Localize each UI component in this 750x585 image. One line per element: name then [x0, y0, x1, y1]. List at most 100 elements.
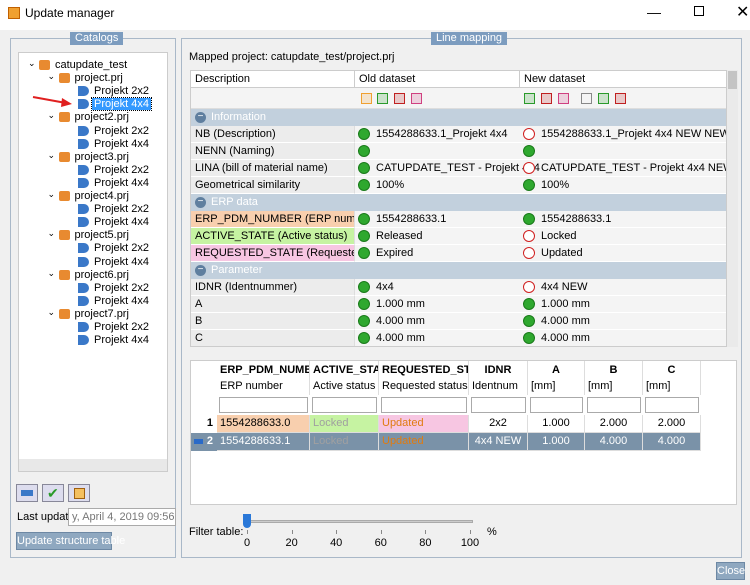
- table-cell[interactable]: 4.000: [643, 433, 701, 451]
- expander[interactable]: ⌄: [47, 149, 56, 160]
- slider-tick: [336, 530, 338, 534]
- tree-item[interactable]: Projekt 2x2: [94, 124, 150, 137]
- status-icon: [358, 230, 370, 242]
- tree-item[interactable]: project5.prj: [74, 229, 129, 242]
- tree-item[interactable]: project2.prj: [74, 111, 129, 124]
- tree-item[interactable]: Projekt 4x4: [94, 216, 150, 229]
- toolbar-icon[interactable]: [615, 93, 626, 104]
- table-cell[interactable]: Locked: [310, 415, 379, 433]
- tree-item[interactable]: Projekt 2x2: [94, 163, 150, 176]
- table-cell[interactable]: 1.000: [528, 433, 585, 451]
- last-update-label: Last update: [17, 511, 75, 523]
- slider-thumb[interactable]: [243, 514, 251, 528]
- expander[interactable]: ⌄: [47, 110, 56, 121]
- table-cell[interactable]: 2.000: [643, 415, 701, 433]
- table-cell[interactable]: 2.000: [585, 415, 643, 433]
- tree-item[interactable]: project6.prj: [74, 268, 129, 281]
- minimize[interactable]: —: [647, 4, 661, 20]
- table-cell[interactable]: 2x2: [469, 415, 528, 433]
- tree-item[interactable]: Projekt 4x4: [94, 255, 150, 268]
- table-cell[interactable]: 1554288633.1: [217, 433, 310, 451]
- table-cell[interactable]: 4x4 NEW: [469, 433, 528, 451]
- group-toggle[interactable]: −: [195, 197, 206, 208]
- status-icon: [358, 281, 370, 293]
- filter-input[interactable]: [645, 397, 699, 413]
- row-bg: [355, 177, 726, 194]
- btn-ok[interactable]: ✔: [42, 484, 64, 502]
- tree-item[interactable]: Projekt 4x4: [94, 137, 150, 150]
- table-unit: [mm]: [585, 379, 643, 395]
- filter-input[interactable]: [219, 397, 308, 413]
- old-value: 4x4: [376, 281, 394, 293]
- tree-item[interactable]: Projekt 4x4: [94, 334, 150, 347]
- toolbar-icon[interactable]: [361, 93, 372, 104]
- group-row: [191, 109, 726, 126]
- node-icon: [78, 177, 89, 188]
- table-cell[interactable]: Updated: [379, 433, 469, 451]
- tree-item[interactable]: Projekt 2x2: [94, 85, 150, 98]
- filter-input[interactable]: [312, 397, 377, 413]
- filter-input[interactable]: [530, 397, 583, 413]
- toolbar-icon[interactable]: [581, 93, 592, 104]
- expander[interactable]: ⌄: [47, 267, 56, 278]
- expander[interactable]: ⌄: [47, 71, 56, 82]
- node-icon: [58, 308, 70, 319]
- table-cell[interactable]: Updated: [379, 415, 469, 433]
- table-header: B: [585, 361, 643, 379]
- tree-item[interactable]: Projekt 4x4: [94, 176, 150, 189]
- toolbar-icon[interactable]: [598, 93, 609, 104]
- expander[interactable]: ⌄: [28, 58, 36, 68]
- table-cell[interactable]: Locked: [310, 433, 379, 451]
- toolbar-row: [191, 88, 726, 109]
- update-button[interactable]: Update structure table: [16, 532, 125, 550]
- expander[interactable]: ⌄: [47, 228, 56, 239]
- table-cell[interactable]: 4.000: [585, 433, 643, 451]
- table-cell[interactable]: 1554288633.0: [217, 415, 310, 433]
- toolbar-icon[interactable]: [394, 93, 405, 104]
- new-value: 4.000 mm: [541, 315, 590, 327]
- tree-item[interactable]: project4.prj: [74, 190, 129, 202]
- toolbar-icon[interactable]: [524, 93, 535, 104]
- slider-tick: [470, 530, 471, 534]
- status-icon: [358, 128, 370, 140]
- btn-map[interactable]: [16, 484, 38, 502]
- row-header[interactable]: 1: [191, 415, 217, 433]
- status-icon: [523, 145, 535, 157]
- toolbar-icon[interactable]: [541, 93, 552, 104]
- tree-item[interactable]: Projekt 2x2: [94, 242, 150, 255]
- table-cell[interactable]: 1.000: [528, 415, 585, 433]
- row-header[interactable]: 2: [191, 433, 217, 451]
- toolbar-icon[interactable]: [377, 93, 388, 104]
- filter-input[interactable]: [381, 397, 467, 413]
- tree-item[interactable]: Projekt 4x4: [90, 97, 153, 112]
- slider-tick: [380, 530, 382, 534]
- tree-item[interactable]: Projekt 2x2: [94, 321, 150, 333]
- btn-doc[interactable]: [68, 484, 90, 502]
- scroll-thumb[interactable]: [728, 71, 737, 89]
- filter-input[interactable]: [471, 397, 526, 413]
- close-x[interactable]: ✕: [736, 4, 750, 21]
- filter-input[interactable]: [587, 397, 641, 413]
- tree-scrollbar[interactable]: [19, 459, 167, 471]
- status-icon: [523, 298, 535, 310]
- maximize[interactable]: [694, 6, 704, 16]
- row-bg: [355, 160, 726, 177]
- tree-item[interactable]: Projekt 2x2: [94, 281, 150, 294]
- group-toggle[interactable]: −: [195, 112, 206, 123]
- tree-item[interactable]: catupdate_test: [55, 59, 128, 71]
- grid-scrollbar[interactable]: [727, 70, 738, 347]
- group-toggle[interactable]: −: [195, 265, 206, 276]
- slider[interactable]: 0 20 40 60 80 100: [240, 512, 485, 552]
- tree-item[interactable]: Projekt 4x4: [94, 294, 150, 307]
- expander[interactable]: ⌄: [47, 189, 56, 199]
- close-button[interactable]: Close: [716, 562, 745, 580]
- tree-item[interactable]: Projekt 2x2: [94, 203, 150, 216]
- slider-track: [245, 520, 473, 523]
- toolbar-icon[interactable]: [558, 93, 569, 104]
- expander[interactable]: ⌄: [47, 306, 56, 317]
- tree-item[interactable]: project3.prj: [74, 150, 129, 163]
- last-update-field[interactable]: y, April 4, 2019 09:56:40: [68, 508, 176, 526]
- toolbar-icon[interactable]: [411, 93, 422, 104]
- tree-item[interactable]: project7.prj: [74, 307, 129, 320]
- tree-item[interactable]: project.prj: [74, 72, 123, 85]
